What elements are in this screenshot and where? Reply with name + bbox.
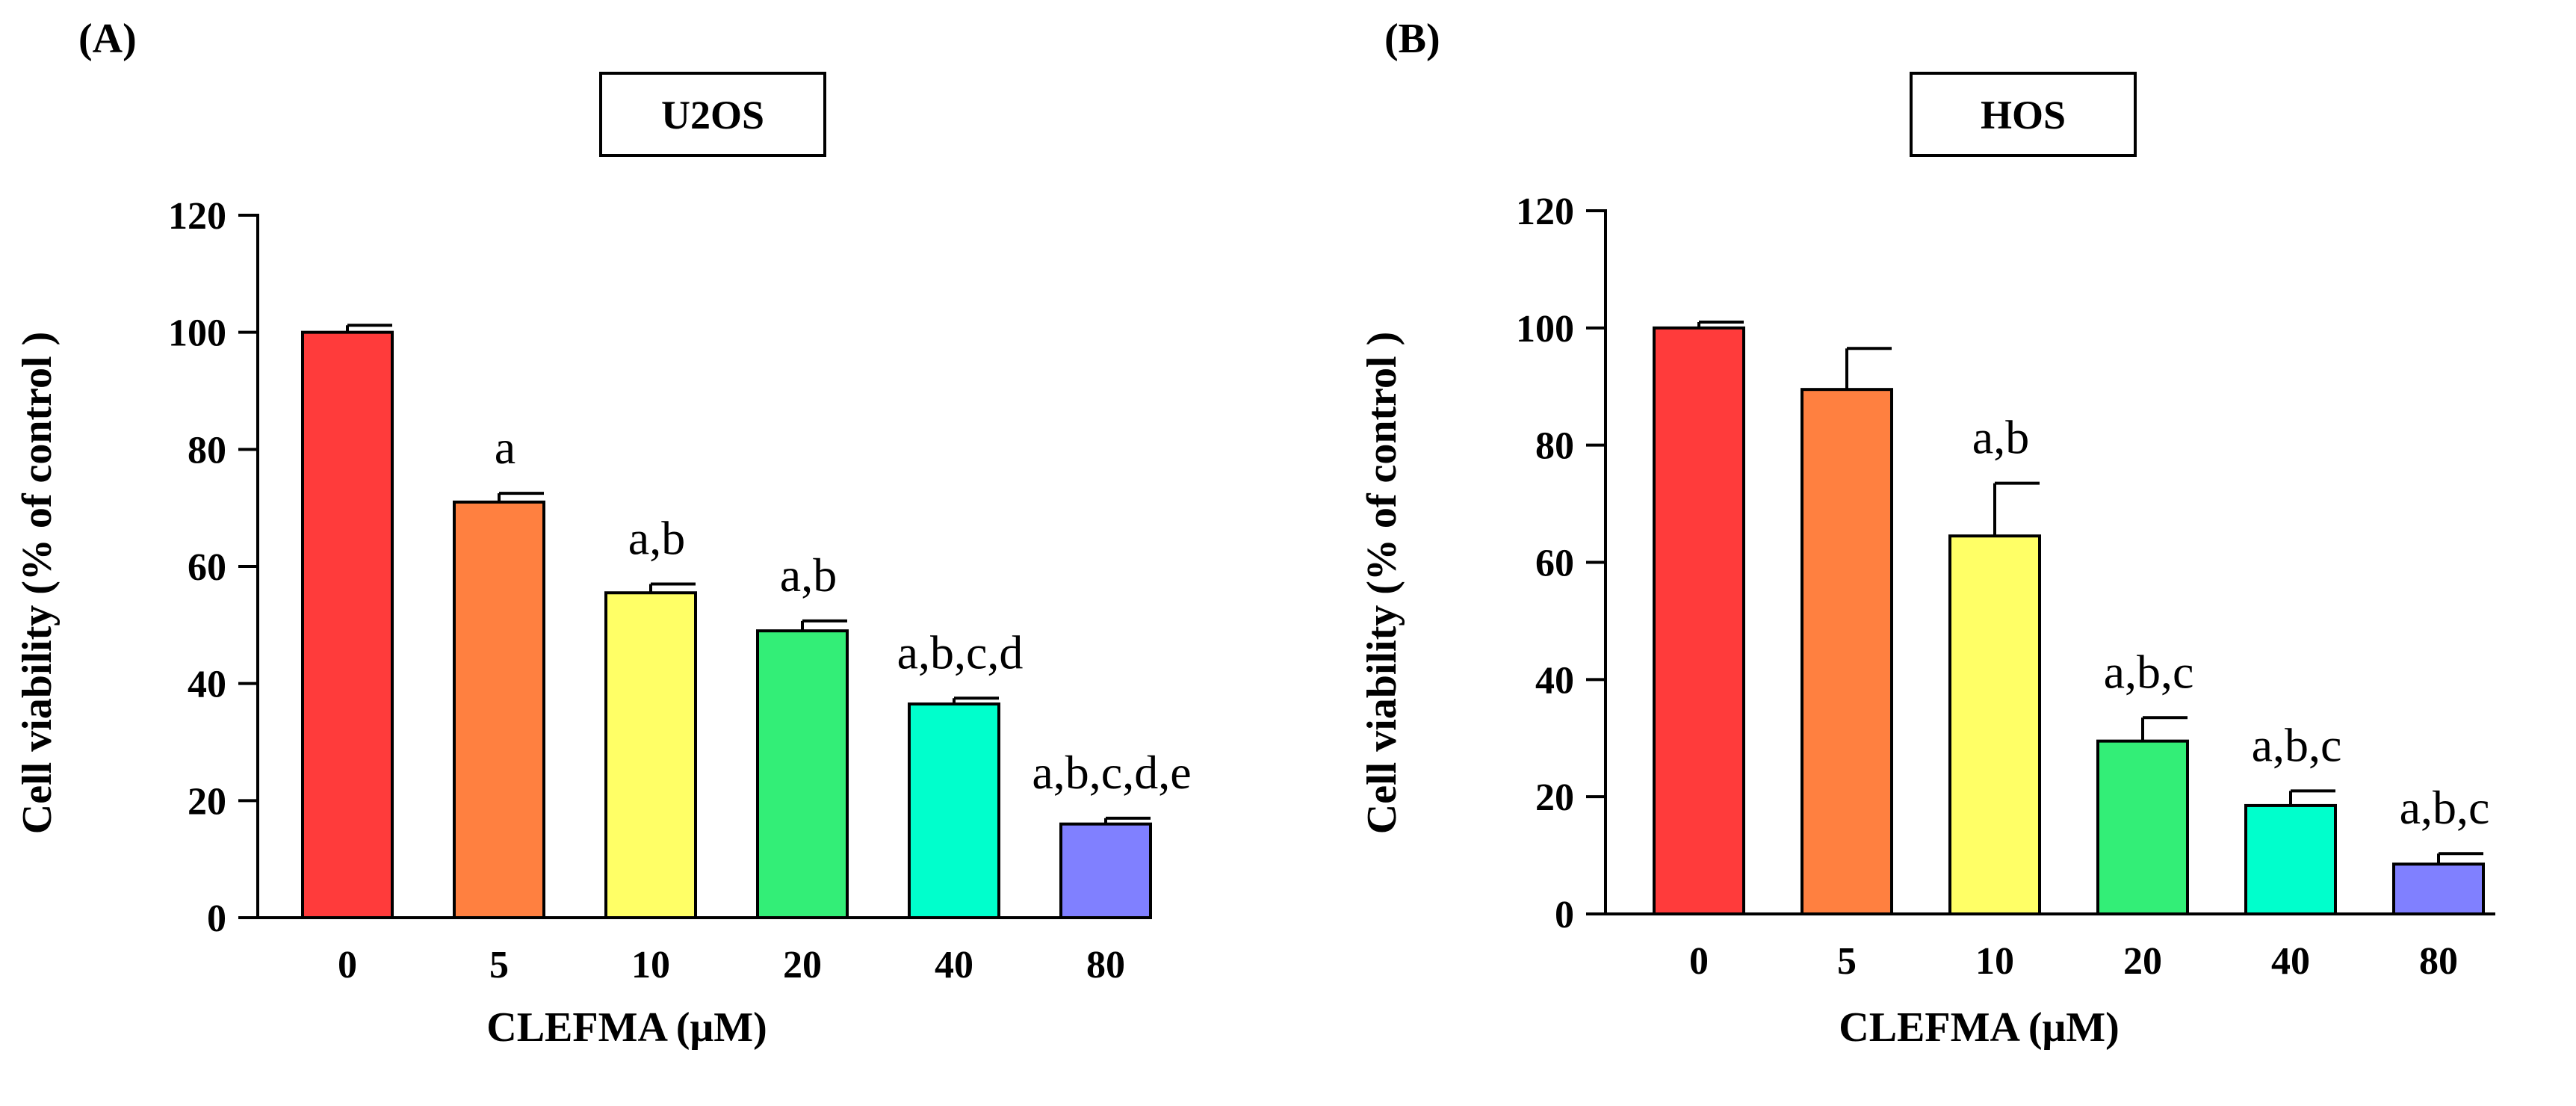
y-tick-label: 120 (168, 195, 226, 238)
x-tick-label: 5 (1837, 940, 1857, 983)
x-tick-label: 20 (2123, 940, 2162, 983)
x-tick-label: 20 (783, 944, 822, 986)
x-tick-label: 80 (1086, 944, 1125, 986)
bar (908, 702, 1000, 919)
bar (1653, 326, 1745, 916)
y-axis-label: Cell viability (% of control ) (14, 332, 61, 834)
x-tick-label: 40 (935, 944, 973, 986)
panel-label: (B) (1384, 16, 1440, 62)
y-tick-label: 20 (1535, 776, 1574, 819)
significance-label: a,b (780, 549, 837, 602)
title-box (1910, 72, 2137, 157)
x-tick-label: 0 (338, 944, 357, 986)
title-box (599, 72, 826, 157)
bar (2392, 862, 2485, 915)
y-tick-label: 60 (1535, 543, 1574, 585)
y-tick-label: 0 (1555, 894, 1574, 936)
significance-label: a,b (628, 512, 685, 565)
y-tick-label: 0 (207, 898, 226, 940)
significance-label: a,b,c (2400, 781, 2490, 834)
y-tick-label: 20 (188, 780, 226, 823)
significance-label: a,b,c (2252, 718, 2342, 771)
chart-title: HOS (1981, 93, 2066, 138)
x-tick-label: 40 (2271, 940, 2310, 983)
panel-b: (B) HOS Cell viability (% of control ) C… (1359, 16, 2495, 1051)
y-tick-label: 40 (1535, 659, 1574, 702)
y-tick-label: 60 (188, 546, 226, 589)
bar (301, 330, 394, 919)
bar (453, 500, 545, 919)
y-axis-label: Cell viability (% of control ) (1359, 332, 1405, 834)
y-tick-label: 120 (1516, 191, 1574, 233)
bar (604, 591, 697, 919)
significance-label: a,b,c,d,e (1032, 746, 1191, 799)
x-axis-label: CLEFMA (μM) (1839, 1004, 2119, 1051)
y-tick-label: 80 (1535, 425, 1574, 468)
x-tick-label: 5 (489, 944, 509, 986)
y-tick-label: 80 (188, 429, 226, 472)
significance-label: a (495, 421, 515, 474)
x-tick-label: 80 (2419, 940, 2458, 983)
panel-a: (A) U2OS Cell viability (% of control ) … (14, 16, 1192, 1051)
bar (756, 629, 849, 920)
chart-title: U2OS (661, 93, 764, 138)
bar (1948, 534, 2041, 916)
significance-label: a,b (1972, 411, 2029, 464)
y-tick-label: 100 (1516, 308, 1574, 350)
panel-label: (A) (78, 16, 137, 62)
y-tick-label: 100 (168, 312, 226, 355)
y-tick-label: 40 (188, 664, 226, 706)
x-tick-label: 0 (1689, 940, 1709, 983)
significance-label: a,b,c (2104, 645, 2194, 698)
x-tick-label: 10 (1975, 940, 2014, 983)
bar (1801, 388, 1893, 915)
x-axis-label: CLEFMA (μM) (486, 1004, 767, 1051)
bar (2096, 739, 2189, 915)
bar (1059, 822, 1152, 919)
bar (2244, 803, 2337, 916)
significance-label: a,b,c,d (897, 625, 1024, 679)
x-tick-label: 10 (631, 944, 670, 986)
